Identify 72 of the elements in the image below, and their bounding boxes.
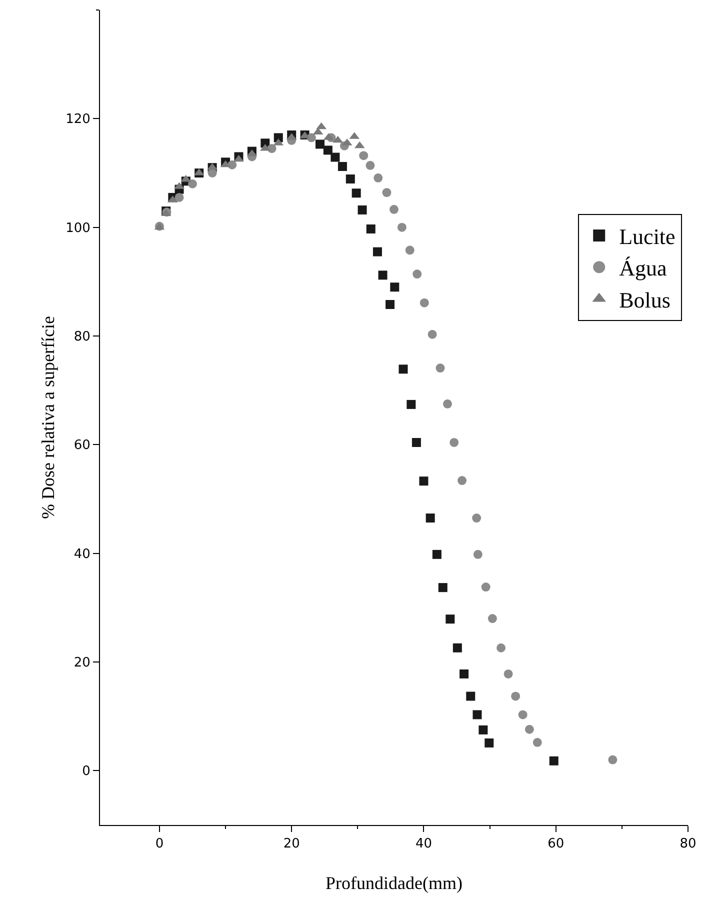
point bbox=[338, 162, 347, 171]
point bbox=[330, 152, 340, 162]
legend-label: Lucite bbox=[619, 224, 676, 250]
point bbox=[466, 692, 476, 701]
point bbox=[359, 151, 368, 160]
y-tick-label: 100 bbox=[66, 220, 90, 236]
point bbox=[481, 582, 490, 592]
point bbox=[374, 173, 383, 182]
point bbox=[428, 330, 437, 339]
x-tick-label: 40 bbox=[415, 836, 432, 852]
point bbox=[511, 692, 520, 701]
point bbox=[386, 300, 395, 309]
point bbox=[426, 514, 435, 523]
x-tick-label: 80 bbox=[680, 836, 696, 852]
point bbox=[188, 179, 197, 188]
point bbox=[438, 583, 448, 592]
point bbox=[372, 247, 382, 256]
point bbox=[412, 438, 421, 447]
y-tick-label: 40 bbox=[74, 546, 90, 562]
point bbox=[484, 738, 494, 748]
point bbox=[518, 710, 528, 720]
point bbox=[488, 614, 497, 624]
point bbox=[472, 514, 482, 523]
point bbox=[450, 438, 459, 447]
point bbox=[412, 270, 422, 279]
point bbox=[458, 476, 467, 486]
point bbox=[390, 204, 398, 214]
y-tick-label: 20 bbox=[74, 656, 90, 671]
x-tick-label: 0 bbox=[155, 836, 164, 852]
y-tick-label: 0 bbox=[82, 764, 90, 780]
point bbox=[532, 738, 542, 747]
point bbox=[352, 188, 361, 198]
point bbox=[443, 399, 452, 408]
point bbox=[234, 154, 244, 162]
point bbox=[420, 298, 429, 308]
point bbox=[378, 270, 388, 280]
point bbox=[366, 224, 376, 234]
point bbox=[472, 710, 482, 720]
point bbox=[390, 282, 400, 292]
point bbox=[323, 146, 332, 155]
point bbox=[358, 205, 367, 214]
point bbox=[460, 669, 469, 678]
y-axis-title: % Dose relativa a superfície bbox=[38, 316, 58, 519]
point bbox=[419, 476, 428, 486]
point bbox=[446, 614, 455, 624]
point bbox=[397, 222, 406, 232]
point bbox=[405, 246, 414, 255]
point bbox=[452, 643, 462, 652]
y-tick-label: 60 bbox=[74, 438, 90, 454]
point bbox=[398, 364, 408, 374]
x-tick-label: 60 bbox=[548, 836, 564, 852]
point bbox=[346, 174, 355, 184]
point bbox=[174, 192, 184, 202]
legend-label: Água bbox=[619, 256, 668, 281]
point bbox=[496, 643, 506, 652]
point bbox=[316, 140, 324, 149]
point bbox=[406, 400, 416, 409]
point bbox=[382, 188, 392, 198]
point bbox=[436, 364, 445, 373]
point bbox=[524, 724, 534, 734]
point bbox=[549, 756, 558, 766]
point bbox=[432, 550, 442, 559]
point bbox=[504, 669, 513, 678]
x-axis-title: Profundidade(mm) bbox=[326, 873, 462, 893]
point bbox=[608, 755, 618, 764]
point bbox=[478, 725, 488, 734]
x-tick-label: 20 bbox=[283, 836, 300, 852]
y-tick-label: 80 bbox=[74, 330, 90, 345]
point bbox=[366, 160, 375, 170]
y-tick-label: 120 bbox=[66, 112, 90, 128]
point bbox=[473, 550, 482, 559]
legend-label: Bolus bbox=[619, 287, 670, 312]
